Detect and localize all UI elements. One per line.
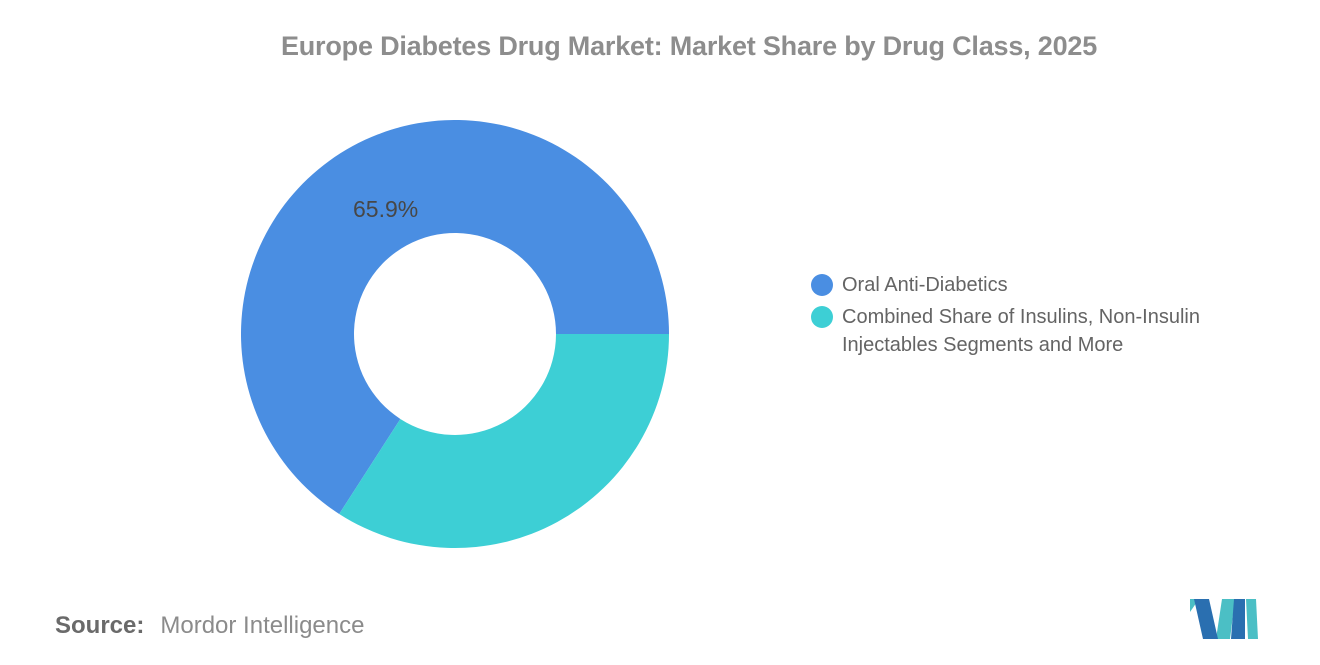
logo-facet xyxy=(1216,599,1235,639)
pie-slice-0[interactable] xyxy=(241,120,669,514)
legend-item-label: Oral Anti-Diabetics xyxy=(842,274,1008,296)
source-attribution: Source: Mordor Intelligence xyxy=(55,612,364,640)
chart-title: Europe Diabetes Drug Market: Market Shar… xyxy=(280,31,1098,61)
source-name: Mordor Intelligence xyxy=(160,612,365,639)
legend-item-label: Combined Share of Insulins, Non-Insulin … xyxy=(842,306,1200,356)
pie-slice-1[interactable] xyxy=(339,334,669,548)
source-prefix-label: Source: xyxy=(55,612,145,639)
logo-facet xyxy=(1246,599,1258,639)
mordor-intelligence-logo-icon xyxy=(1190,599,1258,639)
legend-marker-icon xyxy=(811,274,833,296)
legend-item-combined-share[interactable]: Combined Share of Insulins, Non-Insulin … xyxy=(811,303,1244,359)
logo-facet xyxy=(1194,599,1218,639)
logo-facet xyxy=(1231,599,1245,639)
legend-item-oral-anti-diabetics[interactable]: Oral Anti-Diabetics xyxy=(811,271,1244,299)
donut-chart xyxy=(241,120,669,548)
legend: Oral Anti-Diabetics Combined Share of In… xyxy=(811,271,1244,359)
legend-marker-icon xyxy=(811,306,833,328)
slice-value-label: 65.9% xyxy=(353,196,419,222)
